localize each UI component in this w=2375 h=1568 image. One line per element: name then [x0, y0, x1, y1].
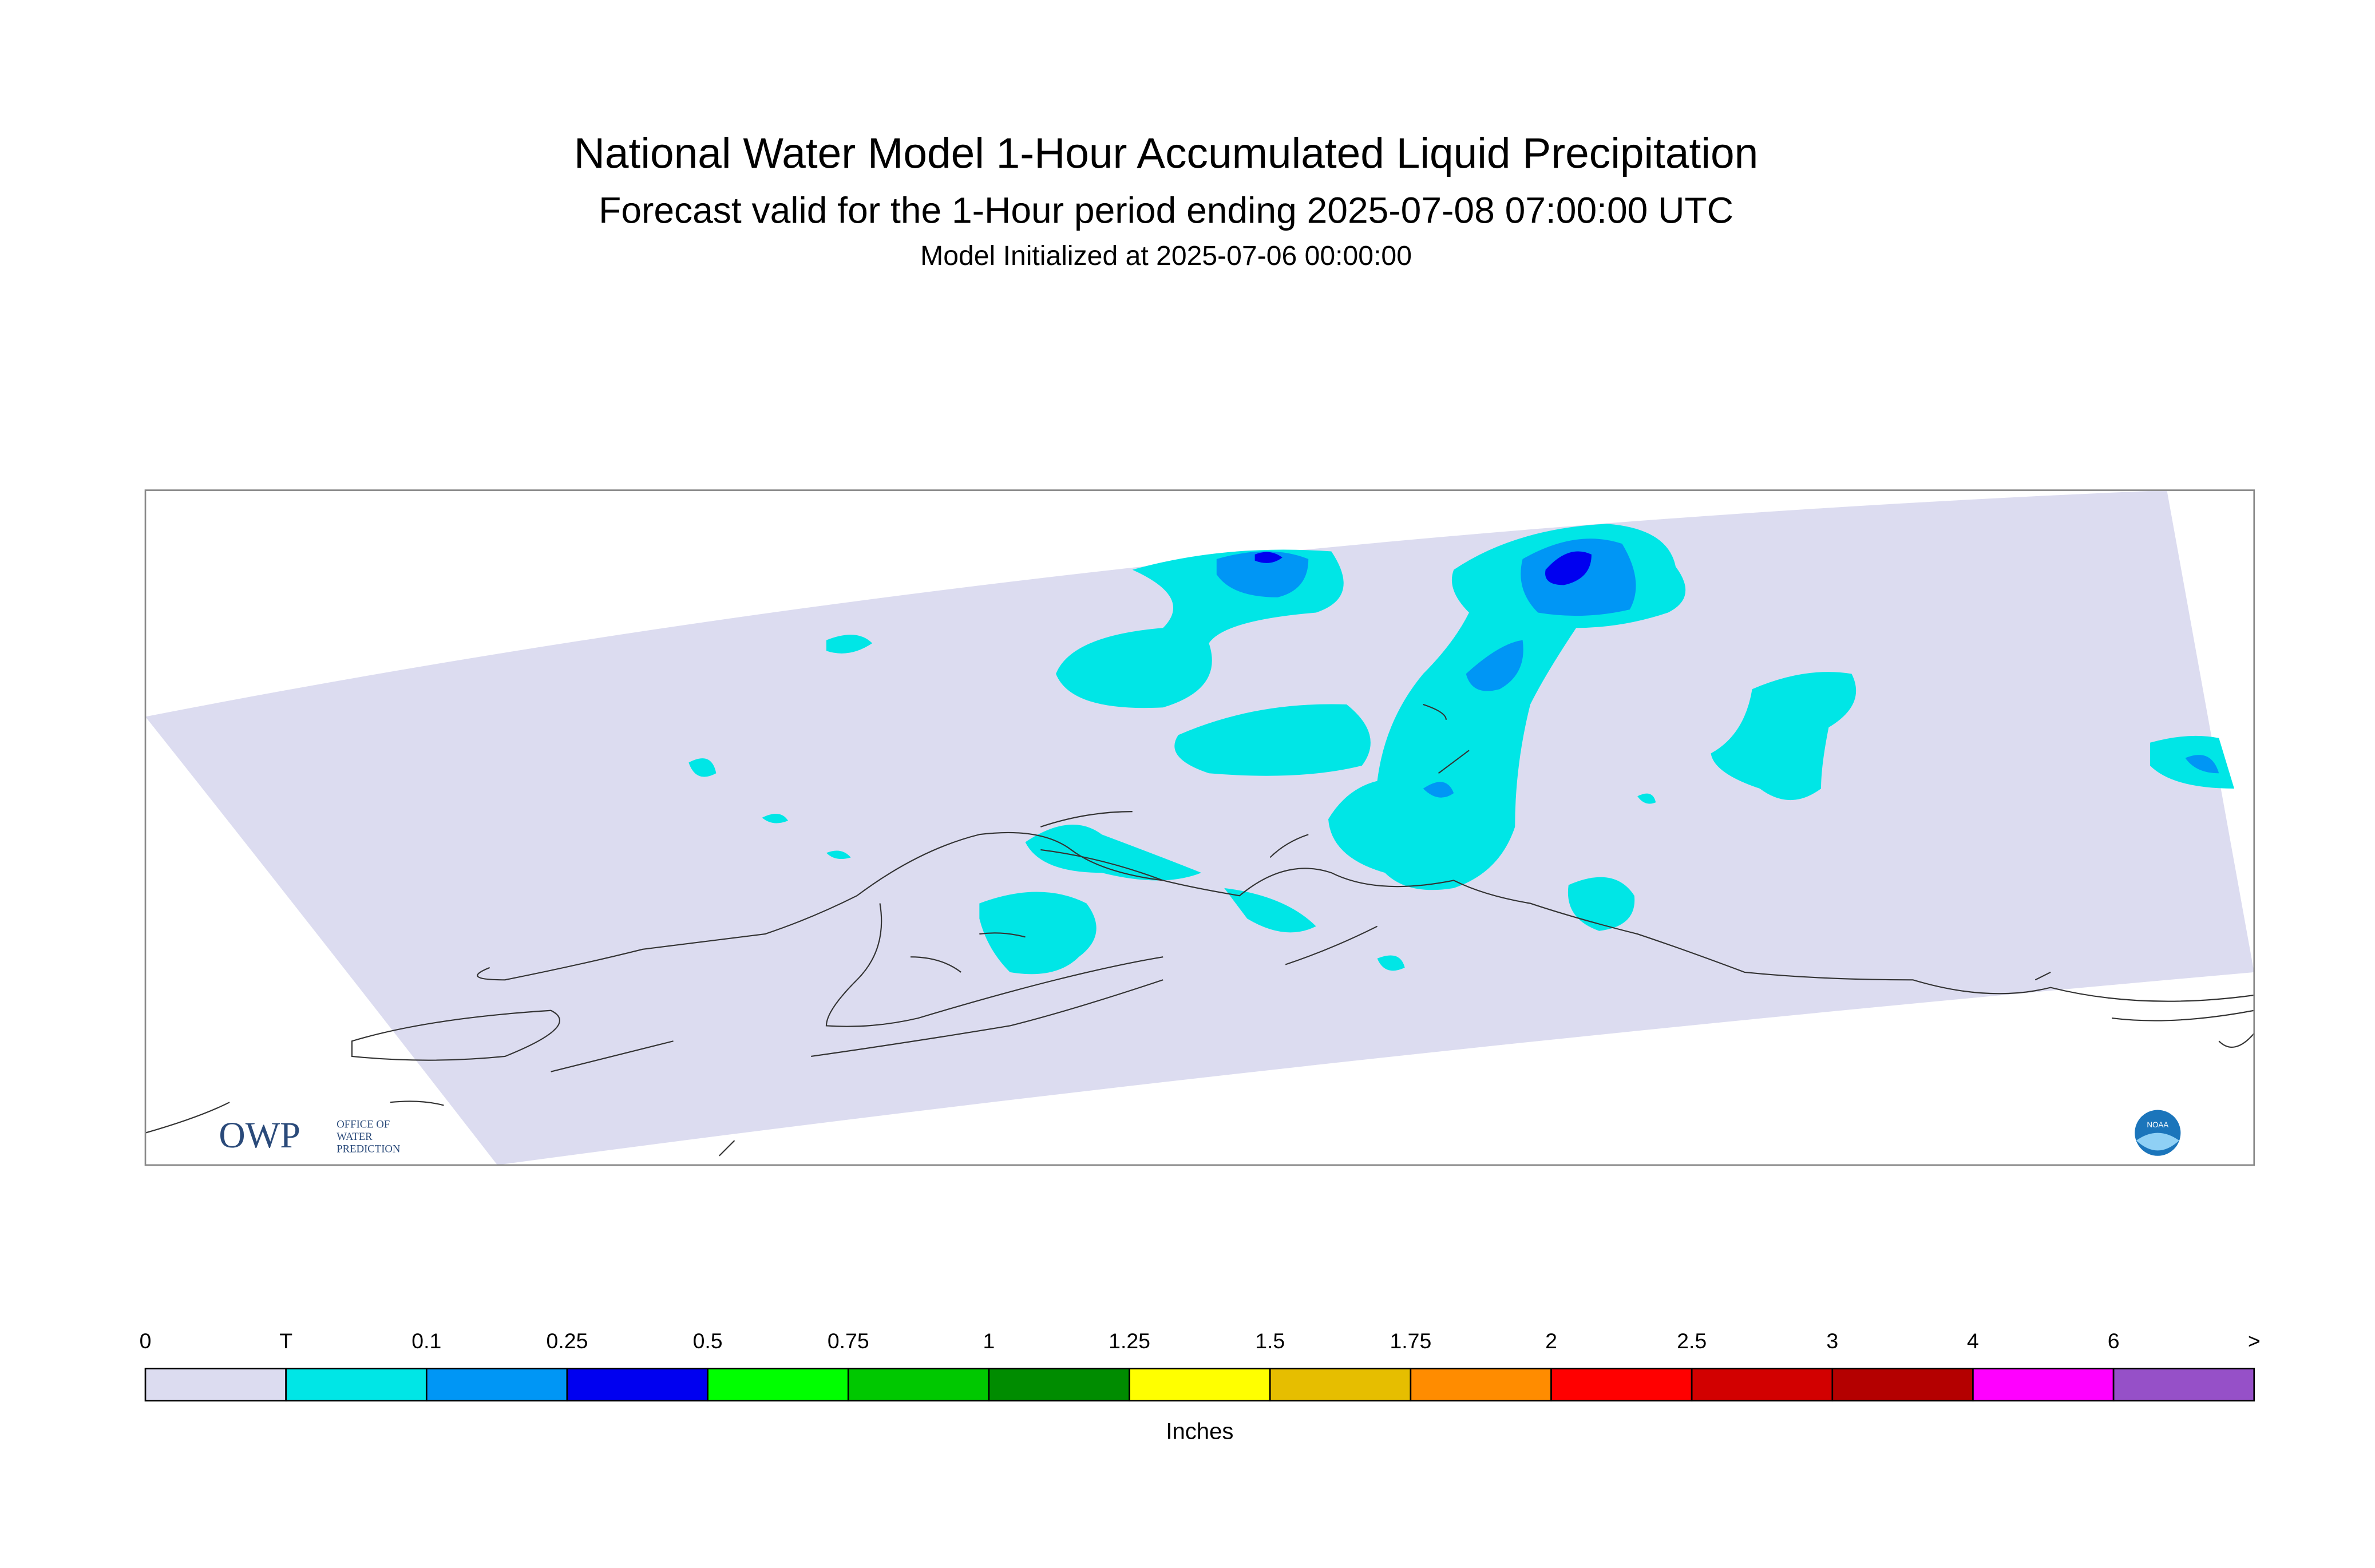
- init-time: Model Initialized at 2025-07-06 00:00:00: [920, 240, 1412, 271]
- title: National Water Model 1-Hour Accumulated …: [574, 129, 1758, 177]
- colorbar-label: 1.5: [1255, 1329, 1285, 1353]
- owp-line: WATER: [337, 1131, 373, 1143]
- colorbar-label: 0.1: [411, 1329, 441, 1353]
- map: [145, 490, 2254, 1165]
- colorbar-box: [425, 1368, 568, 1401]
- colorbar-label: 0: [140, 1329, 152, 1353]
- colorbar-box: [988, 1368, 1130, 1401]
- colorbar-label: 3: [1826, 1329, 1838, 1353]
- colorbar-label: 6: [2108, 1329, 2120, 1353]
- colorbar-box: [285, 1368, 428, 1401]
- colorbar-box: [1550, 1368, 1693, 1401]
- colorbar-box: [144, 1368, 287, 1401]
- owp-line: PREDICTION: [337, 1143, 401, 1155]
- colorbar-label: 1.25: [1109, 1329, 1150, 1353]
- colorbar-box: [1269, 1368, 1412, 1401]
- colorbar-box: [1129, 1368, 1271, 1401]
- colorbar-label: >: [2248, 1329, 2261, 1353]
- colorbar-label: 2.5: [1677, 1329, 1707, 1353]
- colorbar-box: [847, 1368, 990, 1401]
- map-frame: [144, 489, 2255, 1166]
- subtitle: Forecast valid for the 1-Hour period end…: [599, 190, 1733, 231]
- colorbar-label: 4: [1967, 1329, 1979, 1353]
- colorbar-label: 2: [1545, 1329, 1557, 1353]
- colorbar-box: [707, 1368, 849, 1401]
- colorbar-label: 0.5: [693, 1329, 723, 1353]
- model-domain: [145, 490, 2254, 1165]
- colorbar-label: 0.75: [828, 1329, 869, 1353]
- colorbar-box: [566, 1368, 708, 1401]
- colorbar: 0 T 0.1 0.25 0.5 0.75 1 1.25 1.5 1.75 2 2.5 3 4 6 >: [140, 1329, 2261, 1401]
- colorbar-label: 0.25: [547, 1329, 588, 1353]
- colorbar-label: 1: [983, 1329, 995, 1353]
- coastlines: [145, 703, 2254, 1157]
- colorbar-box: [1410, 1368, 1552, 1401]
- colorbar-label: 1.75: [1390, 1329, 1431, 1353]
- noaa-wave: [2136, 1133, 2179, 1151]
- owp-logo: OWP: [219, 1115, 300, 1155]
- legend-unit: Inches: [1166, 1419, 1233, 1444]
- colorbar-box: [1831, 1368, 1974, 1401]
- colorbar-box: [1691, 1368, 1834, 1401]
- colorbar-box: [1972, 1368, 2115, 1401]
- noaa-text: NOAA: [2147, 1120, 2168, 1129]
- colorbar-label: T: [279, 1329, 292, 1353]
- colorbar-box: [2112, 1368, 2255, 1401]
- owp-line: OFFICE OF: [337, 1119, 390, 1131]
- precip-moderate: [1254, 551, 1592, 585]
